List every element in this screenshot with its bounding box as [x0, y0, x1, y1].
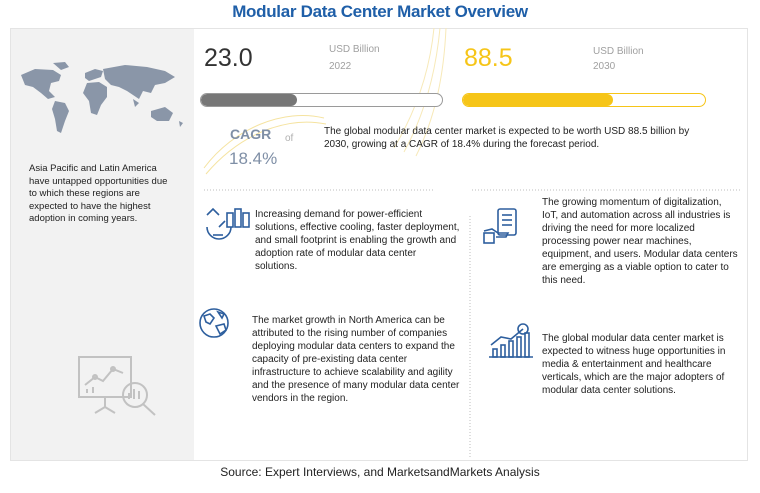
left-panel: Asia Pacific and Latin America have unta…	[11, 29, 194, 460]
year-2022: 2022	[329, 61, 352, 72]
unit-2022: USD Billion	[329, 44, 380, 55]
globe-icon	[199, 308, 229, 338]
growth-chart-dollar-icon	[489, 323, 533, 358]
infographic-frame	[10, 28, 748, 461]
progress-fill-2030	[463, 94, 614, 106]
progress-fill-2022	[201, 94, 298, 106]
section-dividers	[204, 189, 742, 458]
highlight-3-text: The market growth in North America can b…	[252, 315, 460, 404]
page-title: Modular Data Center Market Overview	[232, 2, 528, 21]
progress-bar-2022	[200, 93, 443, 107]
year-2030: 2030	[593, 61, 616, 72]
source-note: Source: Expert Interviews, and Marketsan…	[220, 465, 540, 479]
progress-bar-2030	[462, 93, 706, 107]
cagr-of: of	[285, 133, 294, 144]
cagr-value: 18.4%	[229, 149, 278, 168]
hand-device-icon	[483, 208, 517, 244]
market-summary: The global modular data center market is…	[324, 126, 690, 150]
market-value-2022: 23.0	[204, 44, 253, 72]
unit-2030: USD Billion	[593, 46, 644, 57]
market-value-2030: 88.5	[464, 44, 513, 72]
left-panel-text: Asia Pacific and Latin America have unta…	[29, 163, 168, 224]
highlight-1-text: Increasing demand for power-efficient so…	[255, 209, 460, 272]
world-map-icon	[21, 62, 183, 133]
analytics-board-icon	[78, 356, 156, 416]
highlight-4-text: The global modular data center market is…	[542, 333, 726, 396]
efficiency-chart-icon	[206, 207, 250, 240]
highlight-2-text: The growing momentum of digitalization, …	[542, 197, 738, 286]
decorative-swoosh	[203, 28, 447, 175]
cagr-label: CAGR	[230, 126, 272, 142]
